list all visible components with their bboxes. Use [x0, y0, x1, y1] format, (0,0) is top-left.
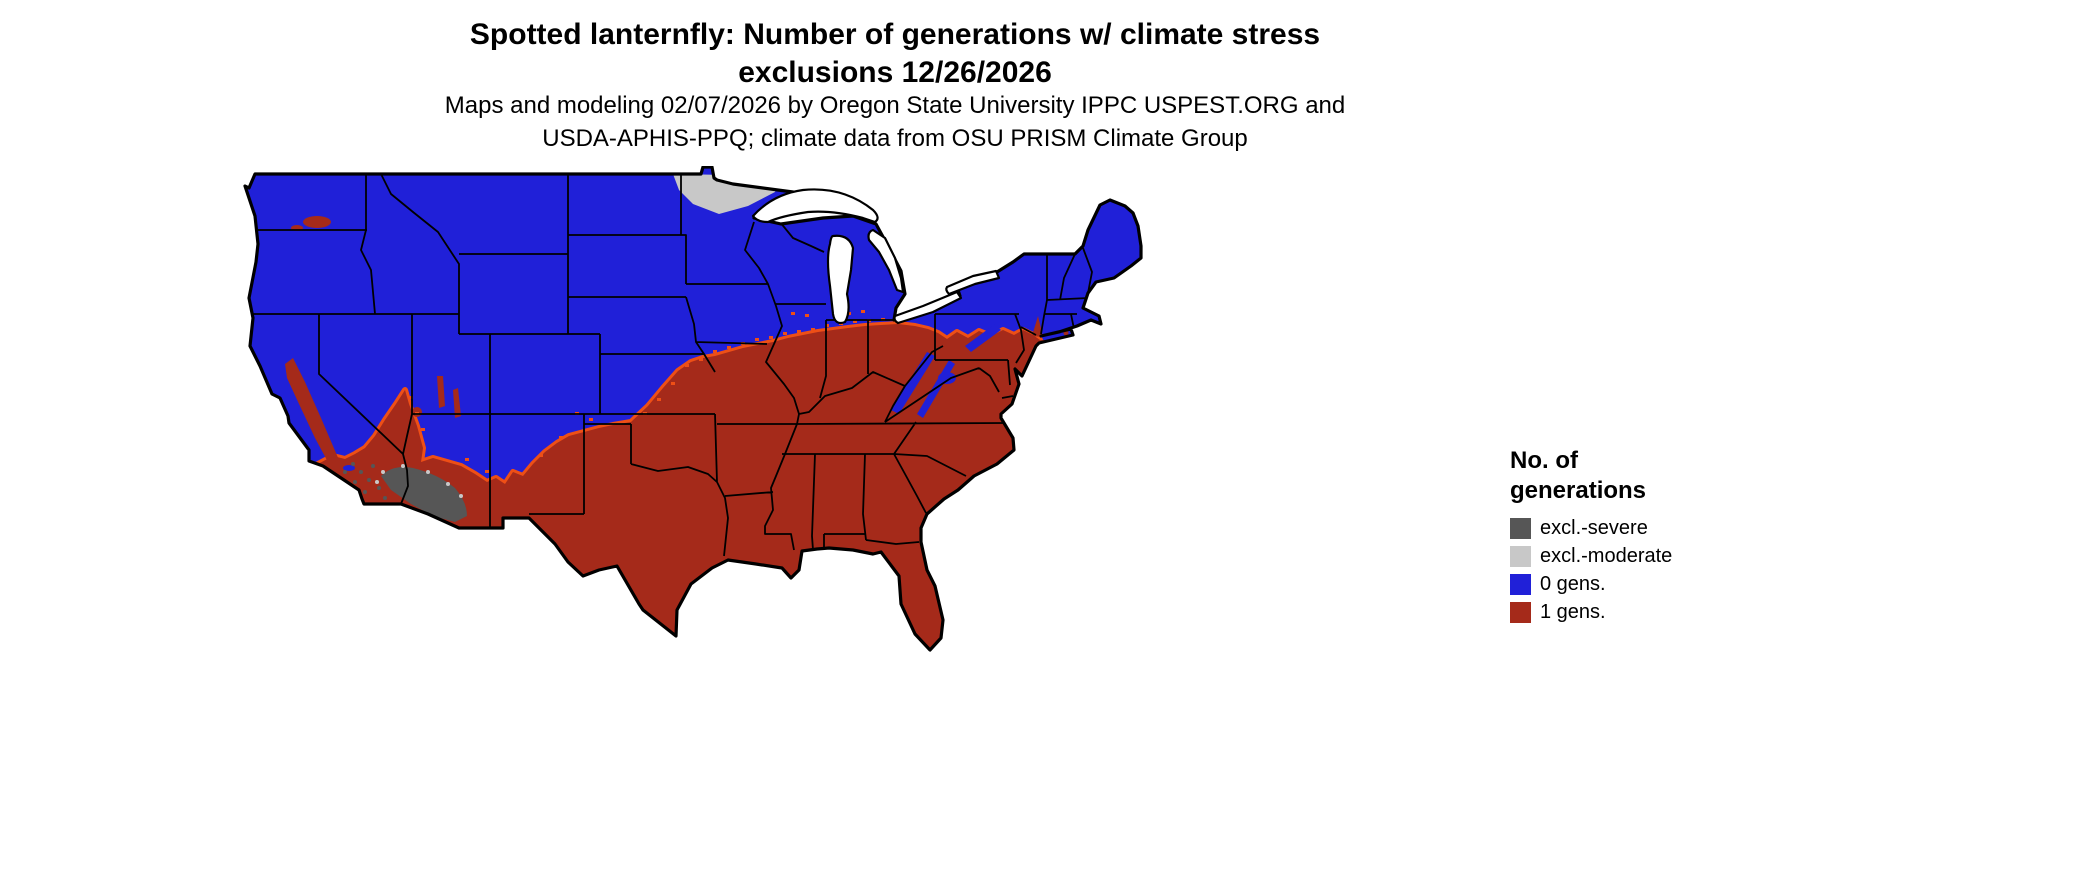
legend-label: excl.-severe [1540, 516, 1648, 539]
us-map-svg [243, 165, 1143, 652]
legend-swatch-excl-severe [1510, 517, 1531, 539]
legend: No. of generations excl.-severe excl.-mo… [1510, 446, 1672, 628]
title-line-2: exclusions 12/26/2026 [738, 56, 1052, 90]
lake-ontario [945, 269, 1001, 296]
legend-item-1-gens: 1 gens. [1510, 600, 1672, 624]
legend-title-line-1: No. of [1510, 447, 1578, 474]
legend-item-excl-moderate: excl.-moderate [1510, 544, 1672, 568]
legend-title: No. of generations [1510, 446, 1672, 506]
legend-label: 1 gens. [1540, 600, 1606, 623]
legend-label: excl.-moderate [1540, 544, 1673, 567]
lake-superior [751, 188, 879, 224]
page-subtitle: Maps and modeling 02/07/2026 by Oregon S… [0, 90, 1790, 155]
lake-michigan [826, 234, 855, 325]
legend-items: excl.-severe excl.-moderate 0 gens. 1 ge… [1510, 516, 1672, 624]
title-line-1: Spotted lanternfly: Number of generation… [469, 18, 1321, 51]
lake-huron [867, 228, 905, 294]
us-generations-map [233, 165, 1143, 671]
legend-swatch-0-gens [1510, 573, 1531, 595]
legend-swatch-excl-moderate [1510, 545, 1531, 567]
page-title: Spotted lanternfly: Number of generation… [0, 16, 1790, 93]
us-outline [243, 165, 1143, 652]
legend-swatch-1-gens [1510, 601, 1531, 623]
subtitle-line-2: USDA-APHIS-PPQ; climate data from OSU PR… [542, 124, 1248, 152]
legend-title-line-2: generations [1510, 477, 1647, 504]
legend-label: 0 gens. [1540, 572, 1606, 595]
legend-item-0-gens: 0 gens. [1510, 572, 1672, 596]
legend-item-excl-severe: excl.-severe [1510, 516, 1672, 540]
state-borders [253, 173, 1093, 557]
subtitle-line-1: Maps and modeling 02/07/2026 by Oregon S… [444, 92, 1346, 119]
lake-erie [893, 290, 963, 325]
